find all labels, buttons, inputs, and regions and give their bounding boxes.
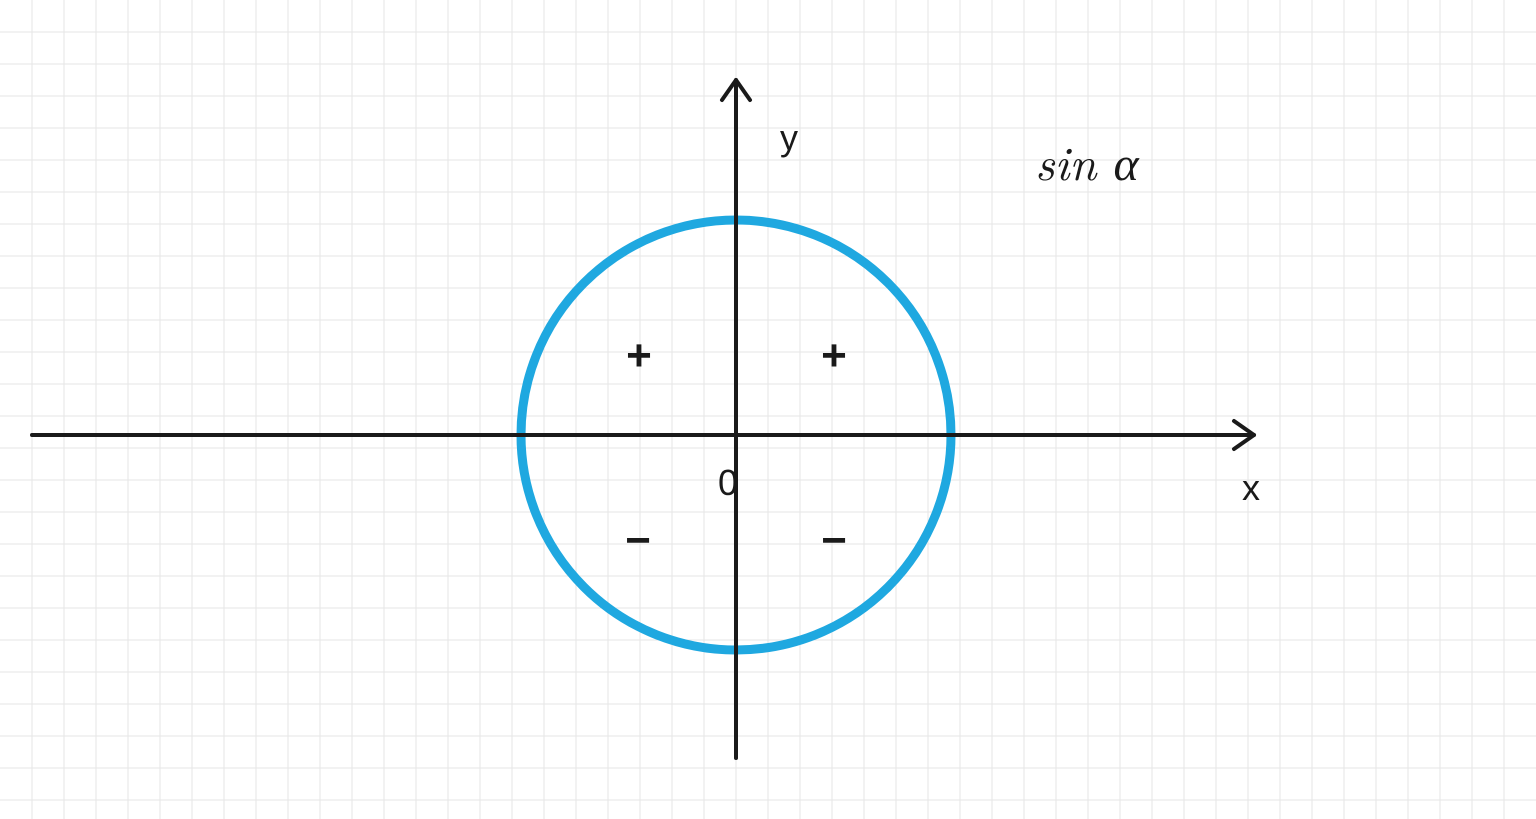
quadrant-1-sign: + — [821, 331, 847, 380]
quadrant-3-sign: − — [625, 516, 651, 565]
y-axis-label: y — [780, 117, 798, 158]
function-title: sin α — [1035, 126, 1140, 194]
unit-circle-diagram: y x 0 sin α + + − − — [0, 0, 1536, 819]
x-axis-label: x — [1242, 467, 1260, 508]
quadrant-4-sign: − — [821, 516, 847, 565]
origin-label: 0 — [718, 462, 738, 503]
quadrant-2-sign: + — [626, 331, 652, 380]
